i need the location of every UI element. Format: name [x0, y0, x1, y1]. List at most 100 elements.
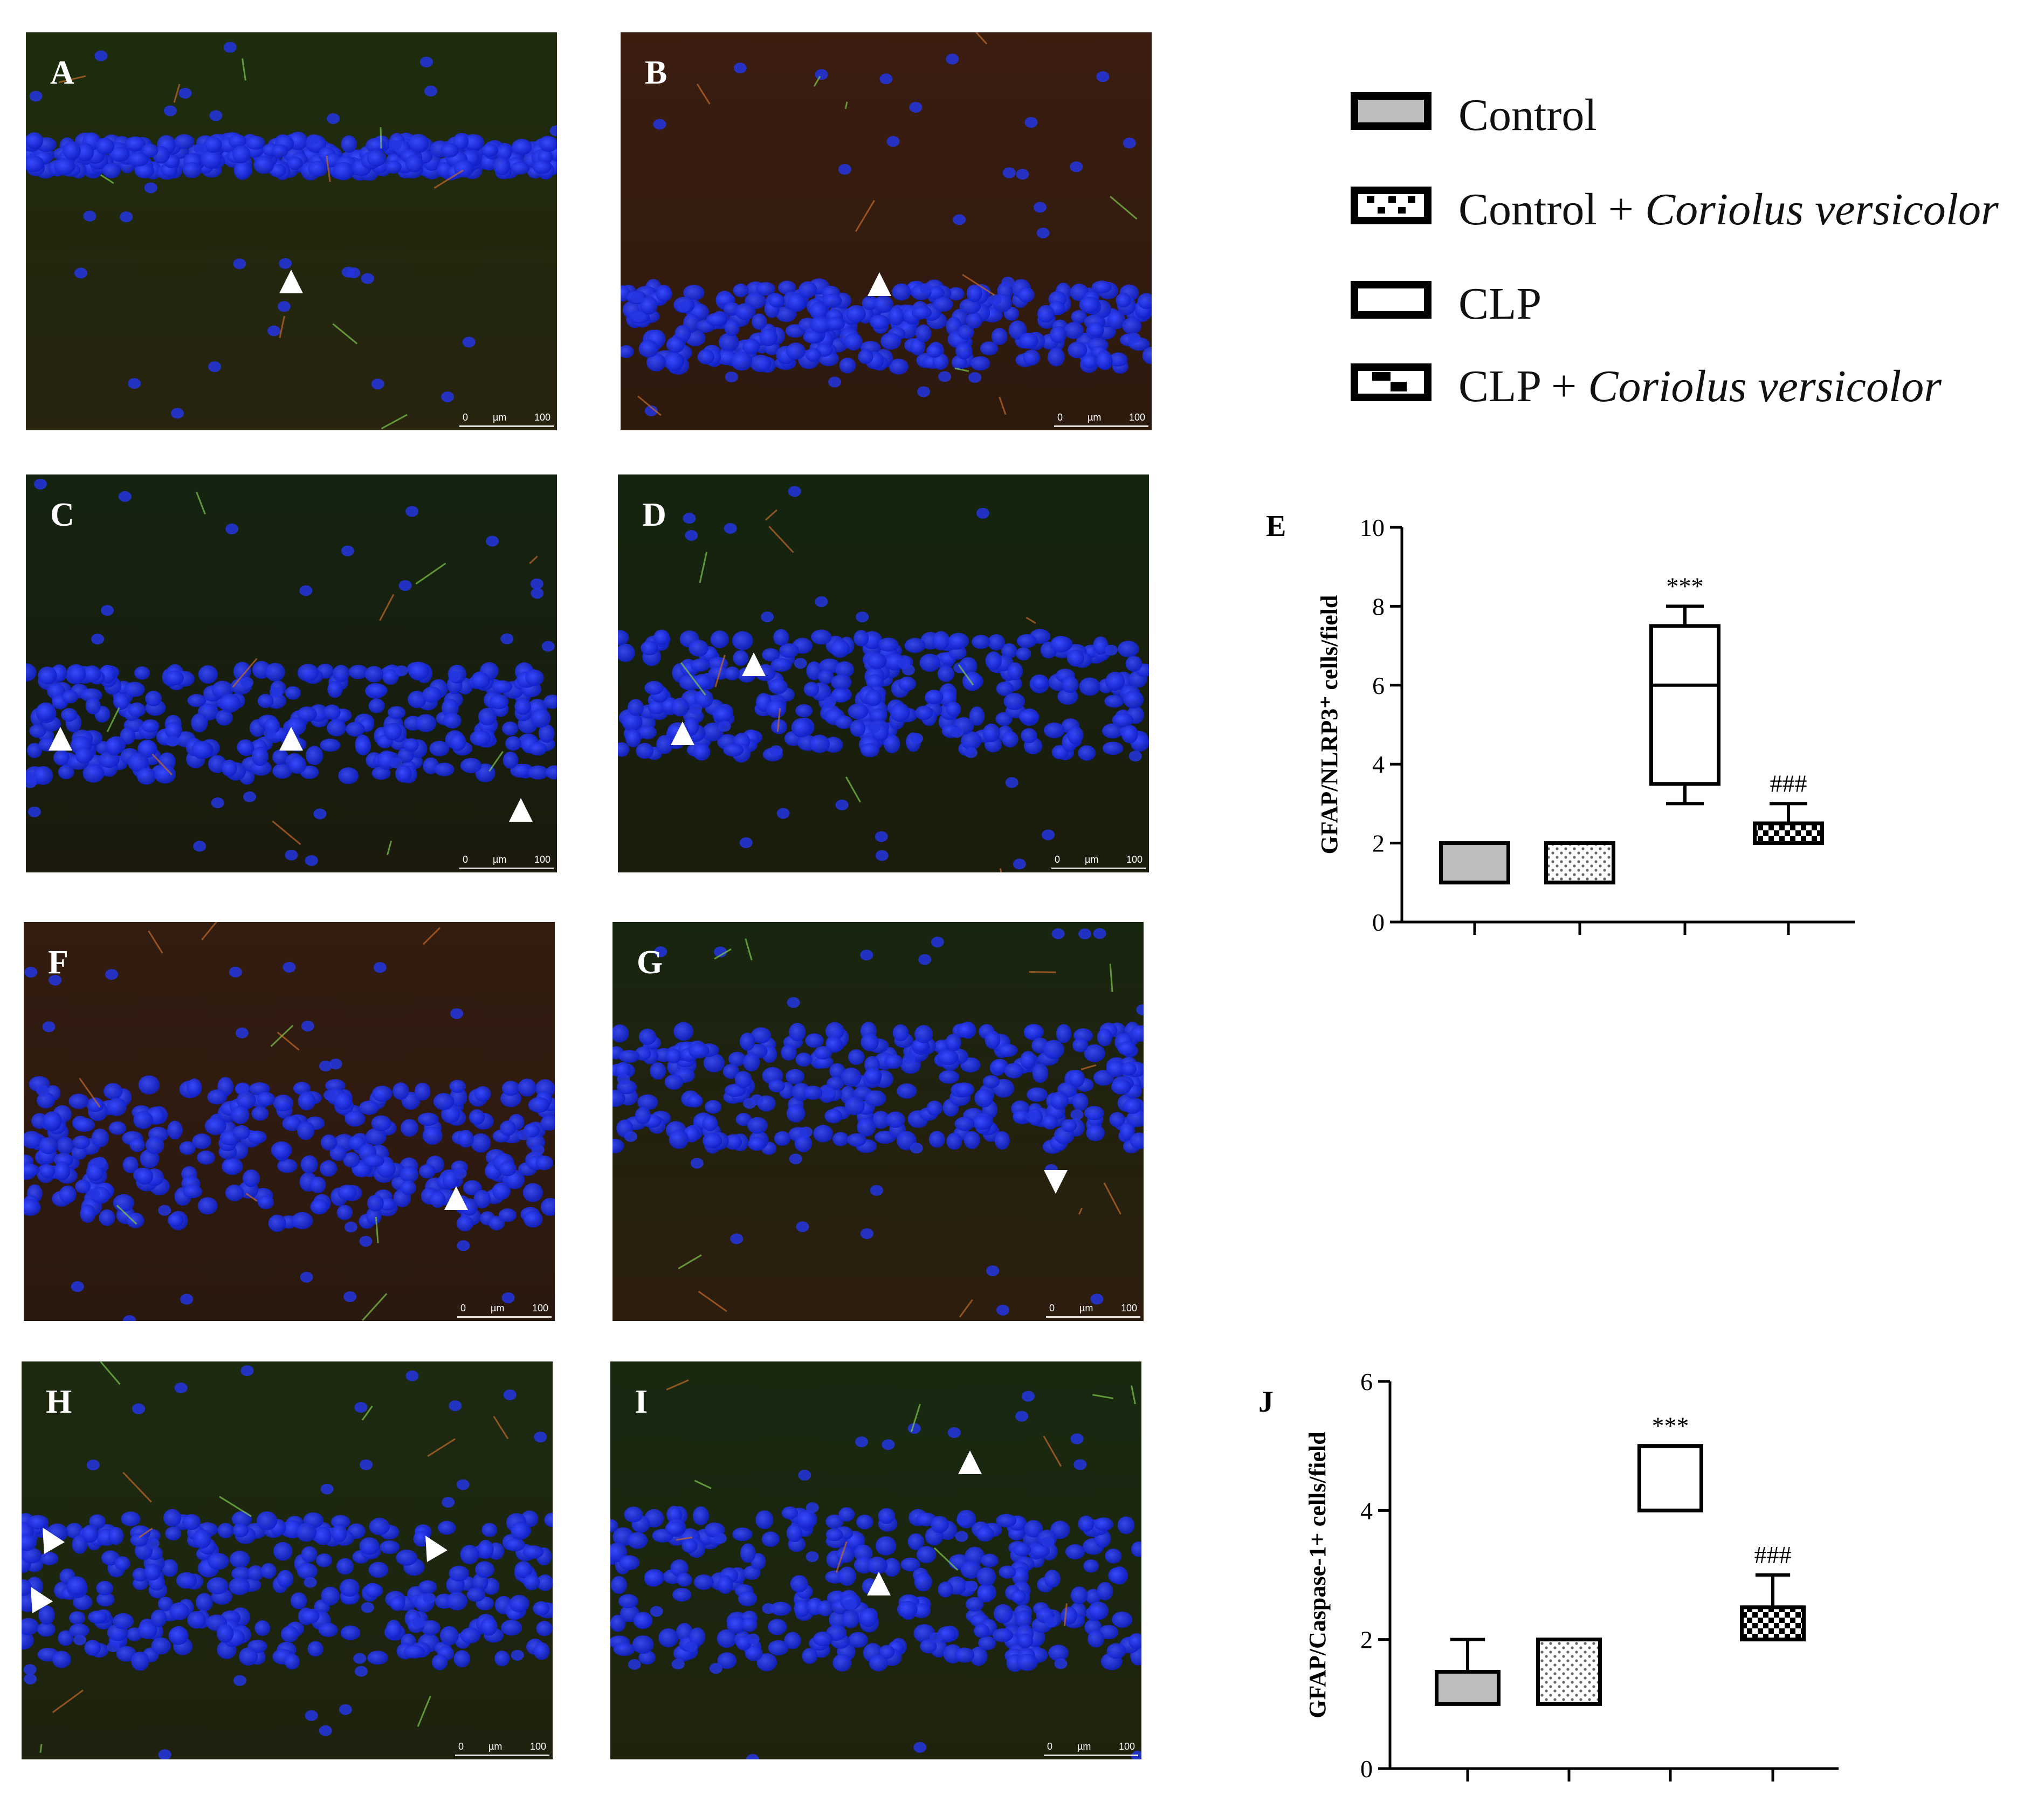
cell-nucleus — [419, 56, 433, 67]
cell-nucleus — [966, 1597, 984, 1612]
cell-nucleus — [422, 1593, 436, 1604]
cell-process — [272, 820, 301, 845]
cell-nucleus — [831, 689, 850, 703]
cell-nucleus — [733, 63, 747, 74]
cell-nucleus — [838, 1566, 856, 1586]
cell-nucleus — [120, 211, 133, 223]
cell-nucleus — [841, 1067, 862, 1087]
cell-nucleus — [304, 1577, 317, 1588]
cell-nucleus — [1070, 161, 1083, 173]
cell-nucleus — [869, 1655, 889, 1672]
cell-nucleus — [229, 1577, 250, 1595]
cell-nucleus — [937, 665, 955, 682]
cell-nucleus — [208, 361, 222, 373]
cell-nucleus — [533, 1642, 550, 1660]
cell-nucleus — [697, 349, 715, 364]
cell-nucleus — [741, 1617, 758, 1632]
cell-nucleus — [129, 1138, 145, 1152]
cell-nucleus — [24, 1673, 37, 1684]
cell-nucleus — [326, 113, 340, 124]
cell-nucleus — [1116, 293, 1131, 308]
cell-process — [1103, 1182, 1121, 1215]
cell-nucleus — [109, 146, 130, 162]
cell-nucleus — [1002, 731, 1018, 748]
cell-process — [699, 552, 708, 583]
cell-nucleus — [27, 806, 41, 817]
cell-nucleus — [610, 1614, 626, 1632]
cell-nucleus — [750, 1094, 763, 1105]
cell-nucleus — [787, 997, 800, 1008]
cell-nucleus — [99, 1209, 115, 1226]
cell-nucleus — [280, 1626, 299, 1642]
cell-nucleus — [505, 736, 521, 751]
cell-process — [422, 927, 441, 945]
cell-nucleus — [1033, 202, 1047, 213]
cell-nucleus — [366, 1207, 382, 1225]
cell-nucleus — [1015, 1411, 1029, 1422]
cell-nucleus — [233, 662, 251, 681]
cell-nucleus — [903, 1053, 916, 1064]
cell-nucleus — [163, 105, 177, 116]
cell-nucleus — [285, 686, 301, 700]
cell-nucleus — [1123, 1098, 1142, 1114]
cell-nucleus — [846, 1133, 866, 1147]
cell-nucleus — [431, 1654, 448, 1670]
cell-nucleus — [339, 1704, 352, 1715]
cell-nucleus — [124, 682, 145, 697]
cell-process — [415, 562, 446, 585]
cell-nucleus — [1072, 1093, 1089, 1111]
y-tick-label: 0 — [1372, 909, 1385, 936]
cell-nucleus — [750, 355, 772, 373]
cell-nucleus — [706, 313, 728, 326]
cell-nucleus — [433, 1093, 455, 1110]
legend-swatch — [1351, 92, 1432, 130]
cell-nucleus — [1042, 1115, 1058, 1130]
cell-process — [714, 655, 726, 687]
cell-nucleus — [233, 258, 246, 270]
cell-nucleus — [689, 1043, 710, 1058]
cell-nucleus — [400, 1166, 419, 1183]
cell-nucleus — [788, 486, 801, 497]
cell-nucleus — [367, 149, 387, 167]
panel-label: J — [1258, 1385, 1274, 1419]
cell-nucleus — [501, 1292, 515, 1303]
cell-nucleus — [693, 1574, 714, 1590]
cell-nucleus — [354, 1666, 368, 1677]
cell-nucleus — [203, 136, 222, 153]
cell-nucleus — [481, 1523, 498, 1537]
cell-nucleus — [835, 716, 853, 729]
cell-nucleus — [127, 753, 149, 772]
cell-nucleus — [825, 1022, 844, 1041]
cell-process — [698, 1290, 727, 1312]
cell-nucleus — [925, 690, 944, 704]
cell-process — [835, 1541, 848, 1573]
cell-nucleus — [187, 1611, 206, 1629]
cell-nucleus — [544, 1512, 553, 1528]
cell-nucleus — [345, 1111, 366, 1127]
cell-nucleus — [157, 1597, 173, 1611]
cell-nucleus — [486, 535, 499, 547]
cell-nucleus — [408, 691, 426, 709]
cell-nucleus — [106, 1098, 127, 1116]
cell-nucleus — [273, 1095, 294, 1112]
cell-nucleus — [359, 1537, 380, 1555]
arrowhead-marker — [279, 270, 303, 293]
arrowhead-marker — [509, 798, 533, 822]
cell-nucleus — [1102, 723, 1124, 739]
cell-nucleus — [612, 1024, 629, 1043]
cell-nucleus — [450, 733, 466, 751]
panel-label: I — [635, 1384, 648, 1420]
cell-nucleus — [1126, 1110, 1144, 1127]
cell-nucleus — [503, 1389, 517, 1400]
cell-nucleus — [964, 747, 978, 758]
cell-nucleus — [1070, 1586, 1088, 1605]
cell-nucleus — [29, 91, 43, 102]
cell-nucleus — [105, 969, 119, 980]
cell-nucleus — [1131, 1541, 1141, 1557]
cell-nucleus — [860, 950, 873, 961]
cell-nucleus — [73, 1117, 95, 1132]
scale-bar: 0 µm 100 — [1046, 1302, 1140, 1319]
cell-nucleus — [413, 1530, 430, 1547]
cell-nucleus — [393, 1082, 409, 1100]
cell-nucleus — [511, 1522, 530, 1540]
